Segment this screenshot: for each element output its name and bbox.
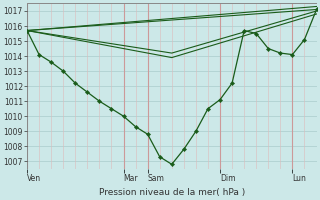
Bar — [27, 3, 316, 169]
X-axis label: Pression niveau de la mer( hPa ): Pression niveau de la mer( hPa ) — [99, 188, 245, 197]
